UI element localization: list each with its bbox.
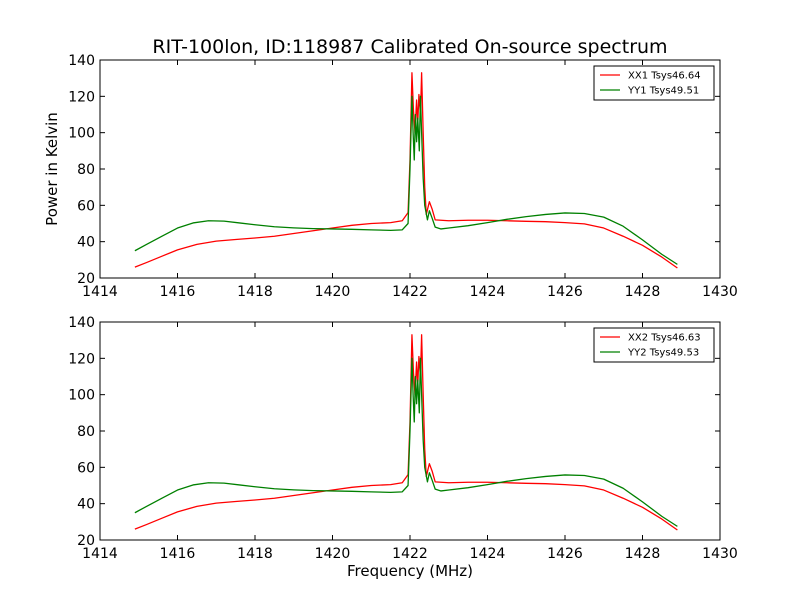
x-tick-label: 1422 bbox=[392, 284, 428, 300]
x-tick-label: 1430 bbox=[702, 284, 738, 300]
y-tick-label: 40 bbox=[77, 497, 95, 513]
x-tick-label: 1414 bbox=[82, 546, 118, 562]
x-tick-label: 1418 bbox=[237, 284, 273, 300]
x-tick-label: 1426 bbox=[547, 284, 583, 300]
x-tick-label: 1430 bbox=[702, 546, 738, 562]
series-line-yy bbox=[134, 357, 678, 527]
top-panel: 1414 1416 1418 1420 1422 1424 1426 1428 1430 20 40… bbox=[43, 53, 738, 300]
y-tick-label: 120 bbox=[68, 351, 95, 367]
legend-box bbox=[593, 327, 715, 363]
x-tick-label: 1428 bbox=[625, 546, 661, 562]
legend-label: XX2 Tsys46.63 bbox=[628, 333, 701, 344]
y-tick-label: 100 bbox=[68, 126, 95, 142]
x-tick-label: 1414 bbox=[82, 284, 118, 300]
y-tick-label: 80 bbox=[77, 162, 95, 178]
x-tick-label: 1424 bbox=[470, 284, 506, 300]
x-tick-label: 1420 bbox=[315, 284, 351, 300]
y-tick-label: 20 bbox=[77, 271, 95, 287]
x-axis-label: Frequency (MHz) bbox=[347, 562, 473, 580]
y-tick-label: 100 bbox=[68, 388, 95, 404]
series-line-yy bbox=[134, 95, 678, 265]
y-tick-label: 40 bbox=[77, 235, 95, 251]
y-tick-label: 80 bbox=[77, 424, 95, 440]
x-tick-label: 1418 bbox=[237, 546, 273, 562]
legend-box bbox=[593, 65, 715, 101]
x-tick-label: 1428 bbox=[625, 284, 661, 300]
y-tick-label: 120 bbox=[68, 89, 95, 105]
x-tick-label: 1416 bbox=[160, 546, 196, 562]
legend: XX1 Tsys46.64 YY1 Tsys49.51 bbox=[593, 65, 715, 101]
legend-label: YY2 Tsys49.53 bbox=[627, 348, 699, 359]
x-tick-label: 1426 bbox=[547, 546, 583, 562]
x-tick-label: 1420 bbox=[315, 546, 351, 562]
y-tick-label: 140 bbox=[68, 53, 95, 69]
legend: XX2 Tsys46.63 YY2 Tsys49.53 bbox=[593, 327, 715, 363]
bottom-panel: 1414 1416 1418 1420 1422 1424 1426 1428 1430 20 40… bbox=[68, 315, 738, 580]
y-tick-label: 60 bbox=[77, 460, 95, 476]
x-tick-label: 1422 bbox=[392, 546, 428, 562]
y-tick-label: 140 bbox=[68, 315, 95, 331]
legend-label: XX1 Tsys46.64 bbox=[628, 71, 701, 82]
legend-label: YY1 Tsys49.51 bbox=[627, 86, 699, 97]
y-tick-label: 60 bbox=[77, 198, 95, 214]
chart-title: RIT-100lon, ID:118987 Calibrated On-sour… bbox=[152, 36, 667, 58]
x-tick-label: 1416 bbox=[160, 284, 196, 300]
y-tick-label: 20 bbox=[77, 533, 95, 549]
x-tick-label: 1424 bbox=[470, 546, 506, 562]
y-axis-label: Power in Kelvin bbox=[43, 112, 61, 226]
